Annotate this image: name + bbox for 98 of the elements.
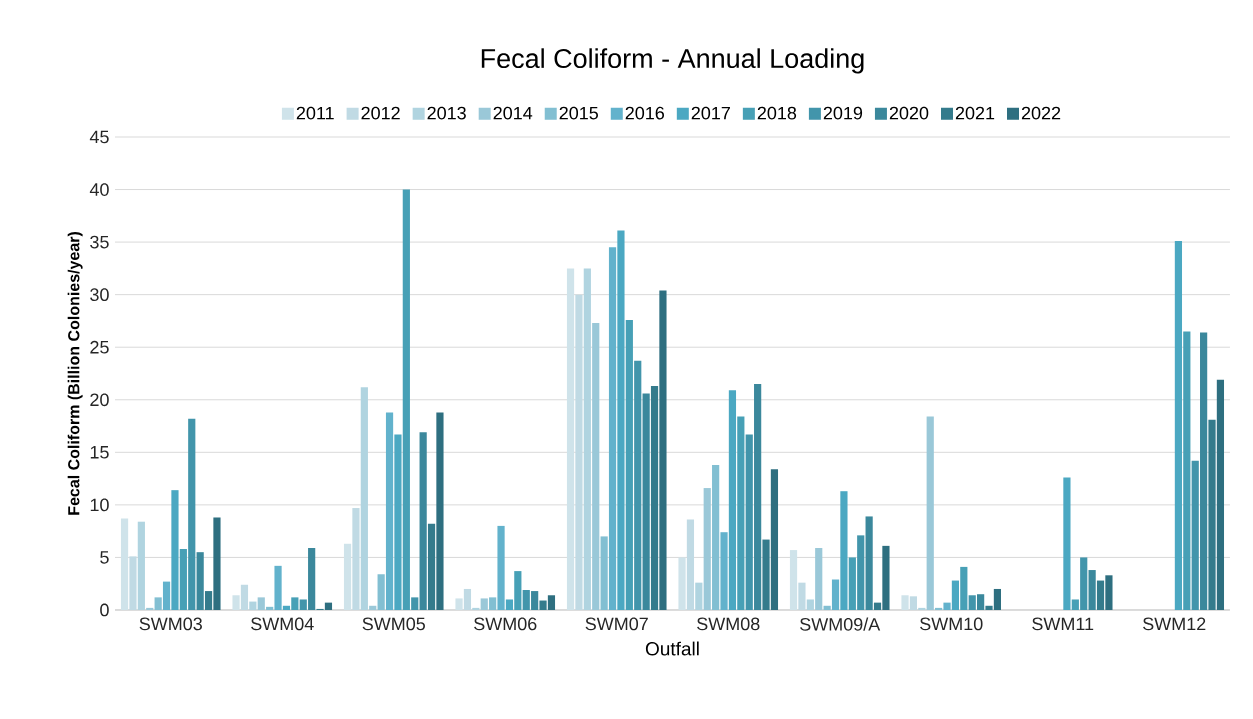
bar: [455, 598, 463, 610]
bar: [909, 596, 918, 610]
bar: [274, 565, 282, 610]
y-axis-title: Fecal Coliform (Billion Colonies/year): [67, 232, 83, 515]
bar: [1088, 570, 1096, 610]
bar: [120, 518, 129, 610]
bar: [592, 323, 600, 610]
bar: [343, 543, 352, 610]
bar: [463, 588, 472, 610]
bar: [137, 521, 145, 610]
bar: [926, 416, 934, 610]
y-tick-label: 25: [90, 340, 109, 354]
bar: [129, 556, 137, 610]
legend-label: 2021: [955, 106, 995, 120]
bar: [232, 595, 240, 610]
bar: [712, 464, 720, 610]
bar: [806, 599, 814, 610]
bar: [754, 384, 762, 610]
x-tick-label: SWM06: [474, 617, 537, 631]
x-tick-label: SWM04: [251, 617, 314, 631]
bar: [703, 488, 711, 610]
bar: [865, 516, 873, 610]
bar: [497, 525, 505, 610]
legend-label: 2022: [1021, 106, 1061, 120]
bar: [583, 268, 591, 610]
x-tick-label: SWM07: [585, 617, 648, 631]
bar: [901, 595, 909, 610]
bar: [642, 393, 650, 610]
bar: [419, 432, 427, 610]
bar: [162, 581, 171, 610]
bar: [1200, 332, 1208, 610]
y-tick-label: 45: [89, 130, 109, 144]
bar: [360, 387, 368, 610]
bar: [240, 584, 249, 610]
y-tick-label: 15: [90, 446, 109, 459]
bar: [154, 597, 162, 610]
bar: [745, 434, 753, 610]
bar: [600, 536, 608, 610]
legend-label: 2011: [296, 106, 334, 120]
bar: [918, 607, 926, 610]
legend-label: 2016: [625, 106, 665, 120]
bar: [308, 547, 316, 610]
bar: [968, 595, 976, 610]
y-tick-label: 0: [100, 603, 109, 617]
legend-label: 2012: [361, 106, 400, 120]
x-tick-label: SWM08: [697, 617, 760, 631]
bar: [249, 601, 257, 610]
x-axis-title: Outfall: [645, 641, 699, 656]
bar: [720, 532, 728, 610]
bar: [686, 519, 695, 610]
chart-title: Fecal Coliform - Annual Loading: [481, 48, 864, 74]
bar: [531, 591, 539, 610]
bar: [608, 247, 617, 610]
legend-label: 2015: [559, 106, 599, 120]
bar: [480, 598, 488, 610]
y-tick-label: 40: [89, 183, 109, 196]
bar: [789, 550, 798, 610]
x-tick-label: SWM10: [920, 617, 983, 631]
bar: [977, 594, 985, 610]
bar: [369, 605, 377, 610]
bar: [575, 294, 583, 610]
y-tick-label: 20: [90, 393, 109, 407]
legend-label: 2018: [757, 106, 797, 120]
bar: [943, 602, 951, 610]
legend-label: 2020: [889, 106, 929, 120]
bar: [196, 552, 204, 610]
bar: [385, 412, 394, 610]
y-tick-label: 10: [90, 498, 109, 512]
bar: [695, 582, 703, 610]
x-tick-label: SWM09/A: [800, 617, 881, 631]
bar: [815, 547, 823, 610]
bar: [522, 590, 530, 610]
bar: [472, 607, 480, 610]
bar: [352, 508, 360, 610]
bar: [489, 597, 497, 610]
bar: [566, 268, 575, 610]
bar: [257, 597, 265, 610]
bar: [831, 579, 840, 610]
x-tick-label: SWM11: [1032, 617, 1094, 631]
bar: [1191, 460, 1199, 610]
bar: [299, 599, 307, 610]
y-tick-label: 5: [100, 551, 109, 564]
y-tick-label: 30: [90, 288, 109, 302]
bar: [146, 607, 154, 610]
legend-label: 2019: [823, 106, 863, 120]
bar: [935, 607, 943, 610]
x-tick-label: SWM05: [362, 617, 425, 631]
bar: [266, 606, 274, 610]
y-tick-label: 35: [90, 235, 109, 249]
legend-label: 2013: [427, 106, 466, 120]
bar: [377, 574, 385, 610]
bar: [798, 582, 806, 610]
legend-label: 2017: [691, 106, 730, 120]
x-tick-label: SWM12: [1143, 617, 1206, 631]
x-tick-label: SWM03: [139, 617, 202, 631]
bar: [678, 557, 686, 610]
legend-label: 2014: [493, 106, 533, 120]
bar: [823, 605, 831, 610]
